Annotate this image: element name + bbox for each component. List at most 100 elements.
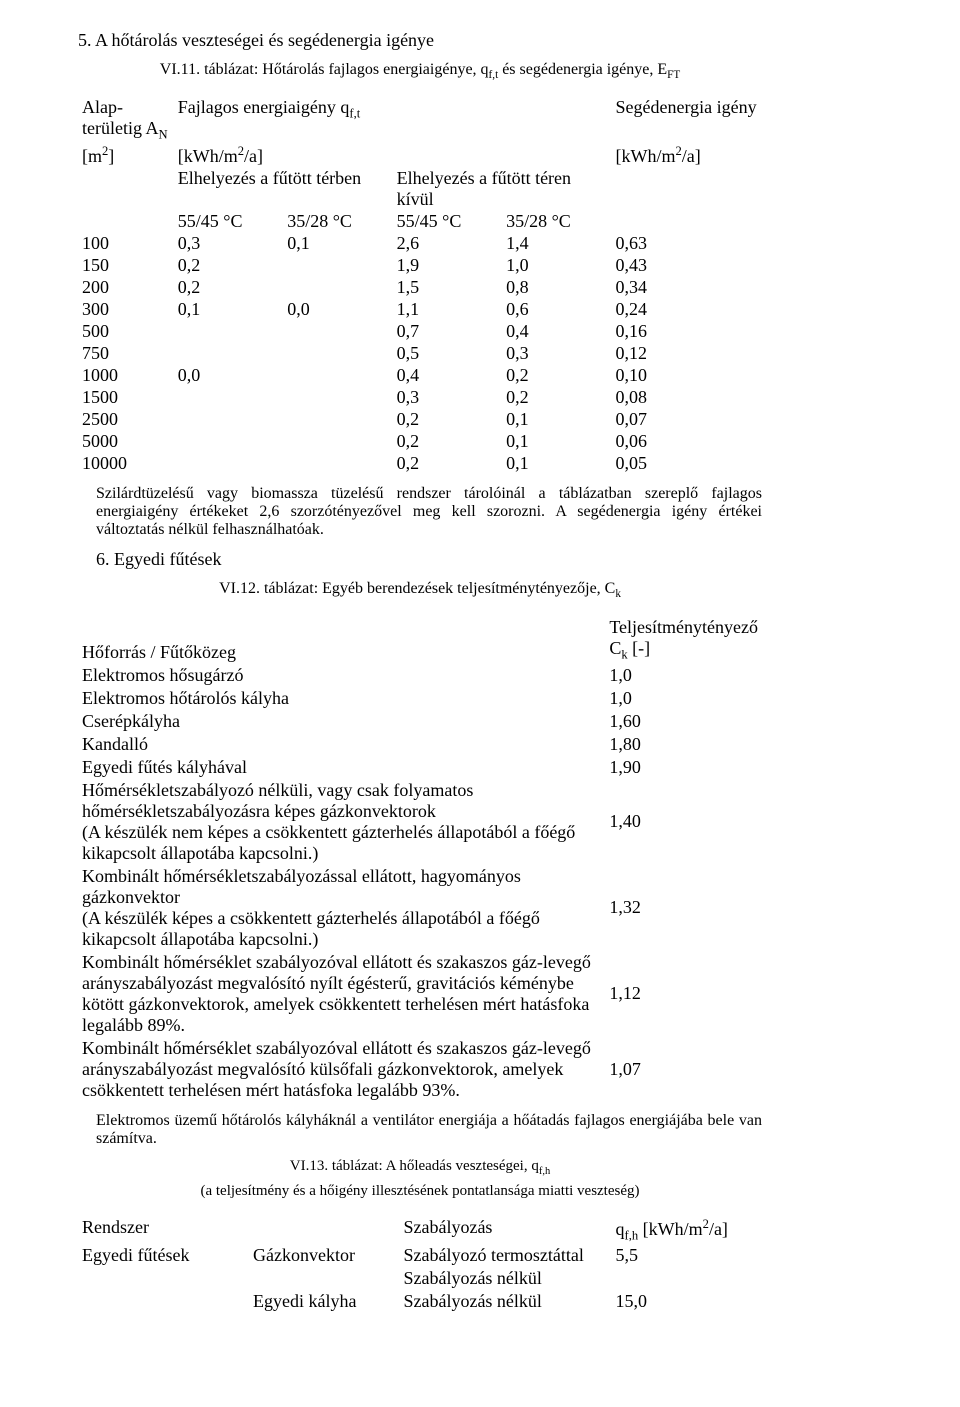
table-cell: 0,7 (393, 321, 502, 343)
table-cell: 0,5 (393, 343, 502, 365)
table-cell: 0,63 (612, 233, 763, 255)
hdr-fajlagos-unit: [kWh/m2/a] (174, 144, 612, 168)
table-cell-label: Hőmérsékletszabályozó nélküli, vagy csak… (78, 779, 605, 865)
table-cell-value: 1,0 (605, 664, 762, 687)
caption-mid: és segédenergia igénye, E (498, 61, 667, 78)
table13-caption2: (a teljesítmény és a hőigény illesztésén… (78, 1183, 762, 1200)
table-cell-label: Elektromos hősugárzó (78, 664, 605, 687)
table-cell: Szabályozás nélkül (399, 1290, 611, 1313)
hdr-groupA: Elhelyezés a fűtött térben (174, 168, 393, 211)
table-cell: 0,06 (612, 431, 763, 453)
table-cell (174, 431, 283, 453)
table-cell (283, 453, 392, 475)
table-cell: 0,0 (283, 299, 392, 321)
table11-header-row4: 55/45 °C 35/28 °C 55/45 °C 35/28 °C (78, 211, 762, 233)
table-cell: 0,1 (174, 299, 283, 321)
table-cell: 100 (78, 233, 174, 255)
table-cell: 0,12 (612, 343, 763, 365)
table-cell-label: Kombinált hőmérséklet szabályozóval ellá… (78, 1037, 605, 1102)
table12: Hőforrás / Fűtőközeg Teljesítménytényező… (78, 616, 762, 1102)
table-cell (283, 343, 392, 365)
table-cell (249, 1267, 399, 1290)
table11-header-row3: Elhelyezés a fűtött térben Elhelyezés a … (78, 168, 762, 211)
table-row: Szabályozás nélkül (78, 1267, 762, 1290)
table-cell (283, 277, 392, 299)
caption12-text: VI.12. táblázat: Egyéb berendezések telj… (219, 580, 615, 597)
table12-caption: VI.12. táblázat: Egyéb berendezések telj… (78, 580, 762, 600)
hdr-area: Alap-területig AN (78, 97, 174, 144)
hdr-groupB: Elhelyezés a fűtött téren kívül (393, 168, 612, 211)
hdr13-c2: Szabályozás (399, 1216, 611, 1245)
table-cell: 0,3 (393, 387, 502, 409)
table-cell-label: Kombinált hőmérsékletszabályozással ellá… (78, 865, 605, 951)
table-cell-label: Egyedi fűtés kályhával (78, 756, 605, 779)
caption-sub2: FT (667, 69, 680, 81)
table-cell: 1000 (78, 365, 174, 387)
hdr13-c3: qf,h [kWh/m2/a] (612, 1216, 763, 1245)
table-cell-value: 1,32 (605, 865, 762, 951)
table-cell-value: 1,0 (605, 687, 762, 710)
table-cell-value: 1,40 (605, 779, 762, 865)
hdr-fajlagos: Fajlagos energiaigény qf,t (174, 97, 612, 144)
hdr-seged-unit: [kWh/m2/a] (612, 144, 763, 168)
table-cell: 0,2 (174, 255, 283, 277)
table-cell: 1500 (78, 387, 174, 409)
table-cell: 0,3 (502, 343, 611, 365)
table-cell (283, 431, 392, 453)
table-row: 100000,20,10,05 (78, 453, 762, 475)
page: 5. A hőtárolás veszteségei és segédenerg… (0, 0, 822, 1353)
table-row: Elektromos hőtárolós kályha1,0 (78, 687, 762, 710)
hdr-t4: 35/28 °C (502, 211, 611, 233)
table-cell: 2,6 (393, 233, 502, 255)
table-cell-label: Cserépkályha (78, 710, 605, 733)
hdr-area-unit: [m2] (78, 144, 174, 168)
hdr13-c0: Rendszer (78, 1216, 249, 1245)
table11-header-row1: Alap-területig AN Fajlagos energiaigény … (78, 97, 762, 144)
table-cell: 0,8 (502, 277, 611, 299)
table-row: Kandalló1,80 (78, 733, 762, 756)
table-row: 1500,21,91,00,43 (78, 255, 762, 277)
table-cell (283, 409, 392, 431)
table-row: Cserépkályha1,60 (78, 710, 762, 733)
table-row: 10000,00,40,20,10 (78, 365, 762, 387)
table-cell (174, 321, 283, 343)
table-cell: 750 (78, 343, 174, 365)
caption12-sub: k (615, 588, 621, 600)
table-cell: Gázkonvektor (249, 1244, 399, 1267)
table-cell: 0,08 (612, 387, 763, 409)
table13-caption: VI.13. táblázat: A hőleadás veszteségei,… (78, 1158, 762, 1177)
table-cell: 10000 (78, 453, 174, 475)
table-cell: 0,2 (502, 365, 611, 387)
table-cell: 0,3 (174, 233, 283, 255)
table-cell (174, 387, 283, 409)
table11-header-row2: [m2] [kWh/m2/a] [kWh/m2/a] (78, 144, 762, 168)
table12-header: Hőforrás / Fűtőközeg Teljesítménytényező… (78, 616, 762, 664)
table-cell: 5000 (78, 431, 174, 453)
hdr-t2: 35/28 °C (283, 211, 392, 233)
table-cell-value: 1,12 (605, 951, 762, 1037)
table-cell: 0,1 (283, 233, 392, 255)
table-cell: 0,10 (612, 365, 763, 387)
table-row: Elektromos hősugárzó1,0 (78, 664, 762, 687)
hdr-hofforras: Hőforrás / Fűtőközeg (78, 616, 605, 664)
table-cell: 1,1 (393, 299, 502, 321)
table-row: 750 0,50,30,12 (78, 343, 762, 365)
table-cell: 0,1 (502, 431, 611, 453)
table-cell: 0,34 (612, 277, 763, 299)
table-cell: 0,4 (393, 365, 502, 387)
table-cell: 300 (78, 299, 174, 321)
table-cell-value: 1,80 (605, 733, 762, 756)
table-cell: 0,24 (612, 299, 763, 321)
table-cell: 0,2 (393, 409, 502, 431)
table-cell-value: 1,90 (605, 756, 762, 779)
table-cell: 0,05 (612, 453, 763, 475)
table-row: 2000,21,50,80,34 (78, 277, 762, 299)
table-row: 15000,30,20,08 (78, 387, 762, 409)
table-row: Kombinált hőmérsékletszabályozással ellá… (78, 865, 762, 951)
table13: Rendszer Szabályozás qf,h [kWh/m2/a] Egy… (78, 1216, 762, 1314)
table-cell (174, 343, 283, 365)
table-cell-label: Kombinált hőmérséklet szabályozóval ellá… (78, 951, 605, 1037)
table-cell (174, 453, 283, 475)
table-cell (283, 255, 392, 277)
table-row: Egyedi fűtés kályhával1,90 (78, 756, 762, 779)
